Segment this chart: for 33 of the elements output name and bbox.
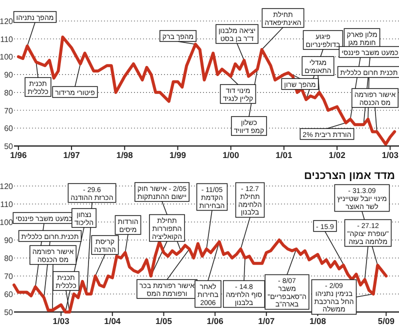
x-tick-label: 5/09 (378, 316, 395, 326)
x-tick-label: 1/99 (169, 150, 186, 160)
y-tick-label: 50 (4, 142, 14, 151)
y-tick-label: 100 (0, 52, 14, 62)
y-tick-label: 80 (4, 88, 14, 98)
x-tick-label: 1/04 (104, 316, 121, 326)
x-tick-label: 1/02 (328, 150, 346, 160)
chart-title: מדד אמון הצרכנים (304, 170, 396, 182)
y-tick-label: 120 (0, 17, 14, 26)
x-tick-label: 1/05 (155, 316, 172, 326)
y-tick-label: 50 (4, 308, 14, 317)
y-tick-label: 60 (4, 290, 14, 299)
x-tick-label: 1/08 (309, 316, 326, 326)
x-tick-label: 1/03 (382, 150, 399, 160)
x-tick-label: 1/96 (10, 150, 27, 160)
line-series (12, 238, 388, 314)
x-tick-label: 1/07 (258, 316, 275, 326)
y-tick-label: 100 (0, 218, 14, 227)
y-tick-label: 80 (4, 254, 14, 263)
y-tick-label: 120 (0, 182, 14, 191)
x-tick-label: 1/97 (63, 150, 80, 160)
y-tick-label: 90 (4, 70, 14, 80)
y-tick-label: 110 (0, 34, 14, 44)
x-tick-label: 1/00 (222, 150, 240, 160)
x-tick-label: 1/98 (116, 150, 134, 160)
y-tick-label: 110 (0, 200, 14, 209)
y-tick-label: 70 (4, 272, 14, 281)
y-tick-label: 90 (4, 236, 14, 245)
x-tick-label: 1/03 (52, 316, 70, 326)
y-tick-label: 60 (4, 124, 14, 134)
x-tick-label: 1/06 (206, 316, 224, 326)
x-tick-label: 1/01 (276, 150, 292, 160)
y-tick-label: 70 (4, 106, 14, 116)
